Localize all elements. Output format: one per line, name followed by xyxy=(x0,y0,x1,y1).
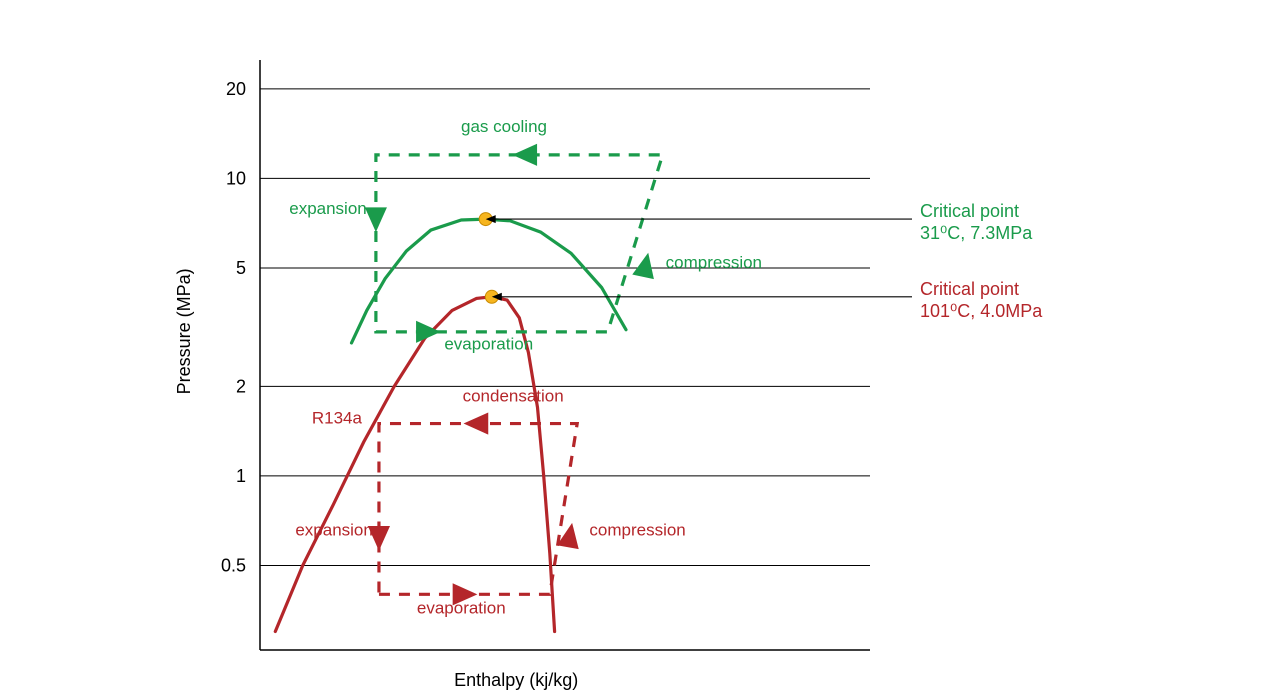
chart-svg: 0.5 1 2 5 10 20 Pressure (MPa) Enthalpy (kj/kg)… xyxy=(0,0,1275,698)
y-tick-label: 5 xyxy=(236,258,246,278)
y-tick-label: 1 xyxy=(236,466,246,486)
y-tick-label: 20 xyxy=(226,79,246,99)
co2-label-evaporation: evaporation xyxy=(444,335,533,354)
r134a-critical-annot-line2: 101⁰C, 4.0MPa xyxy=(920,301,1043,321)
co2-label-gas_cooling: gas cooling xyxy=(461,117,547,136)
y-tick-label: 10 xyxy=(226,168,246,188)
y-axis-label: Pressure (MPa) xyxy=(174,268,194,394)
co2-label-compression: compression xyxy=(666,253,762,272)
r134a-critical-annot-line1: Critical point xyxy=(920,279,1019,299)
ph-diagram: 0.5 1 2 5 10 20 Pressure (MPa) Enthalpy (kj/kg)… xyxy=(0,0,1275,698)
y-tick-label: 2 xyxy=(236,376,246,396)
x-axis-label: Enthalpy (kj/kg) xyxy=(454,670,578,690)
r134a-label-compression: compression xyxy=(589,521,685,540)
r134a-label-evaporation: evaporation xyxy=(417,598,506,617)
co2-critical-annot-line1: Critical point xyxy=(920,201,1019,221)
r134a-label-condensation: condensation xyxy=(463,386,564,405)
y-tick-label: 0.5 xyxy=(221,556,246,576)
co2-critical-annot-line2: 31⁰C, 7.3MPa xyxy=(920,223,1033,243)
r134a-label-expansion: expansion xyxy=(295,521,373,540)
co2-label-expansion: expansion xyxy=(289,199,367,218)
r134a-series-label: R134a xyxy=(312,409,363,428)
